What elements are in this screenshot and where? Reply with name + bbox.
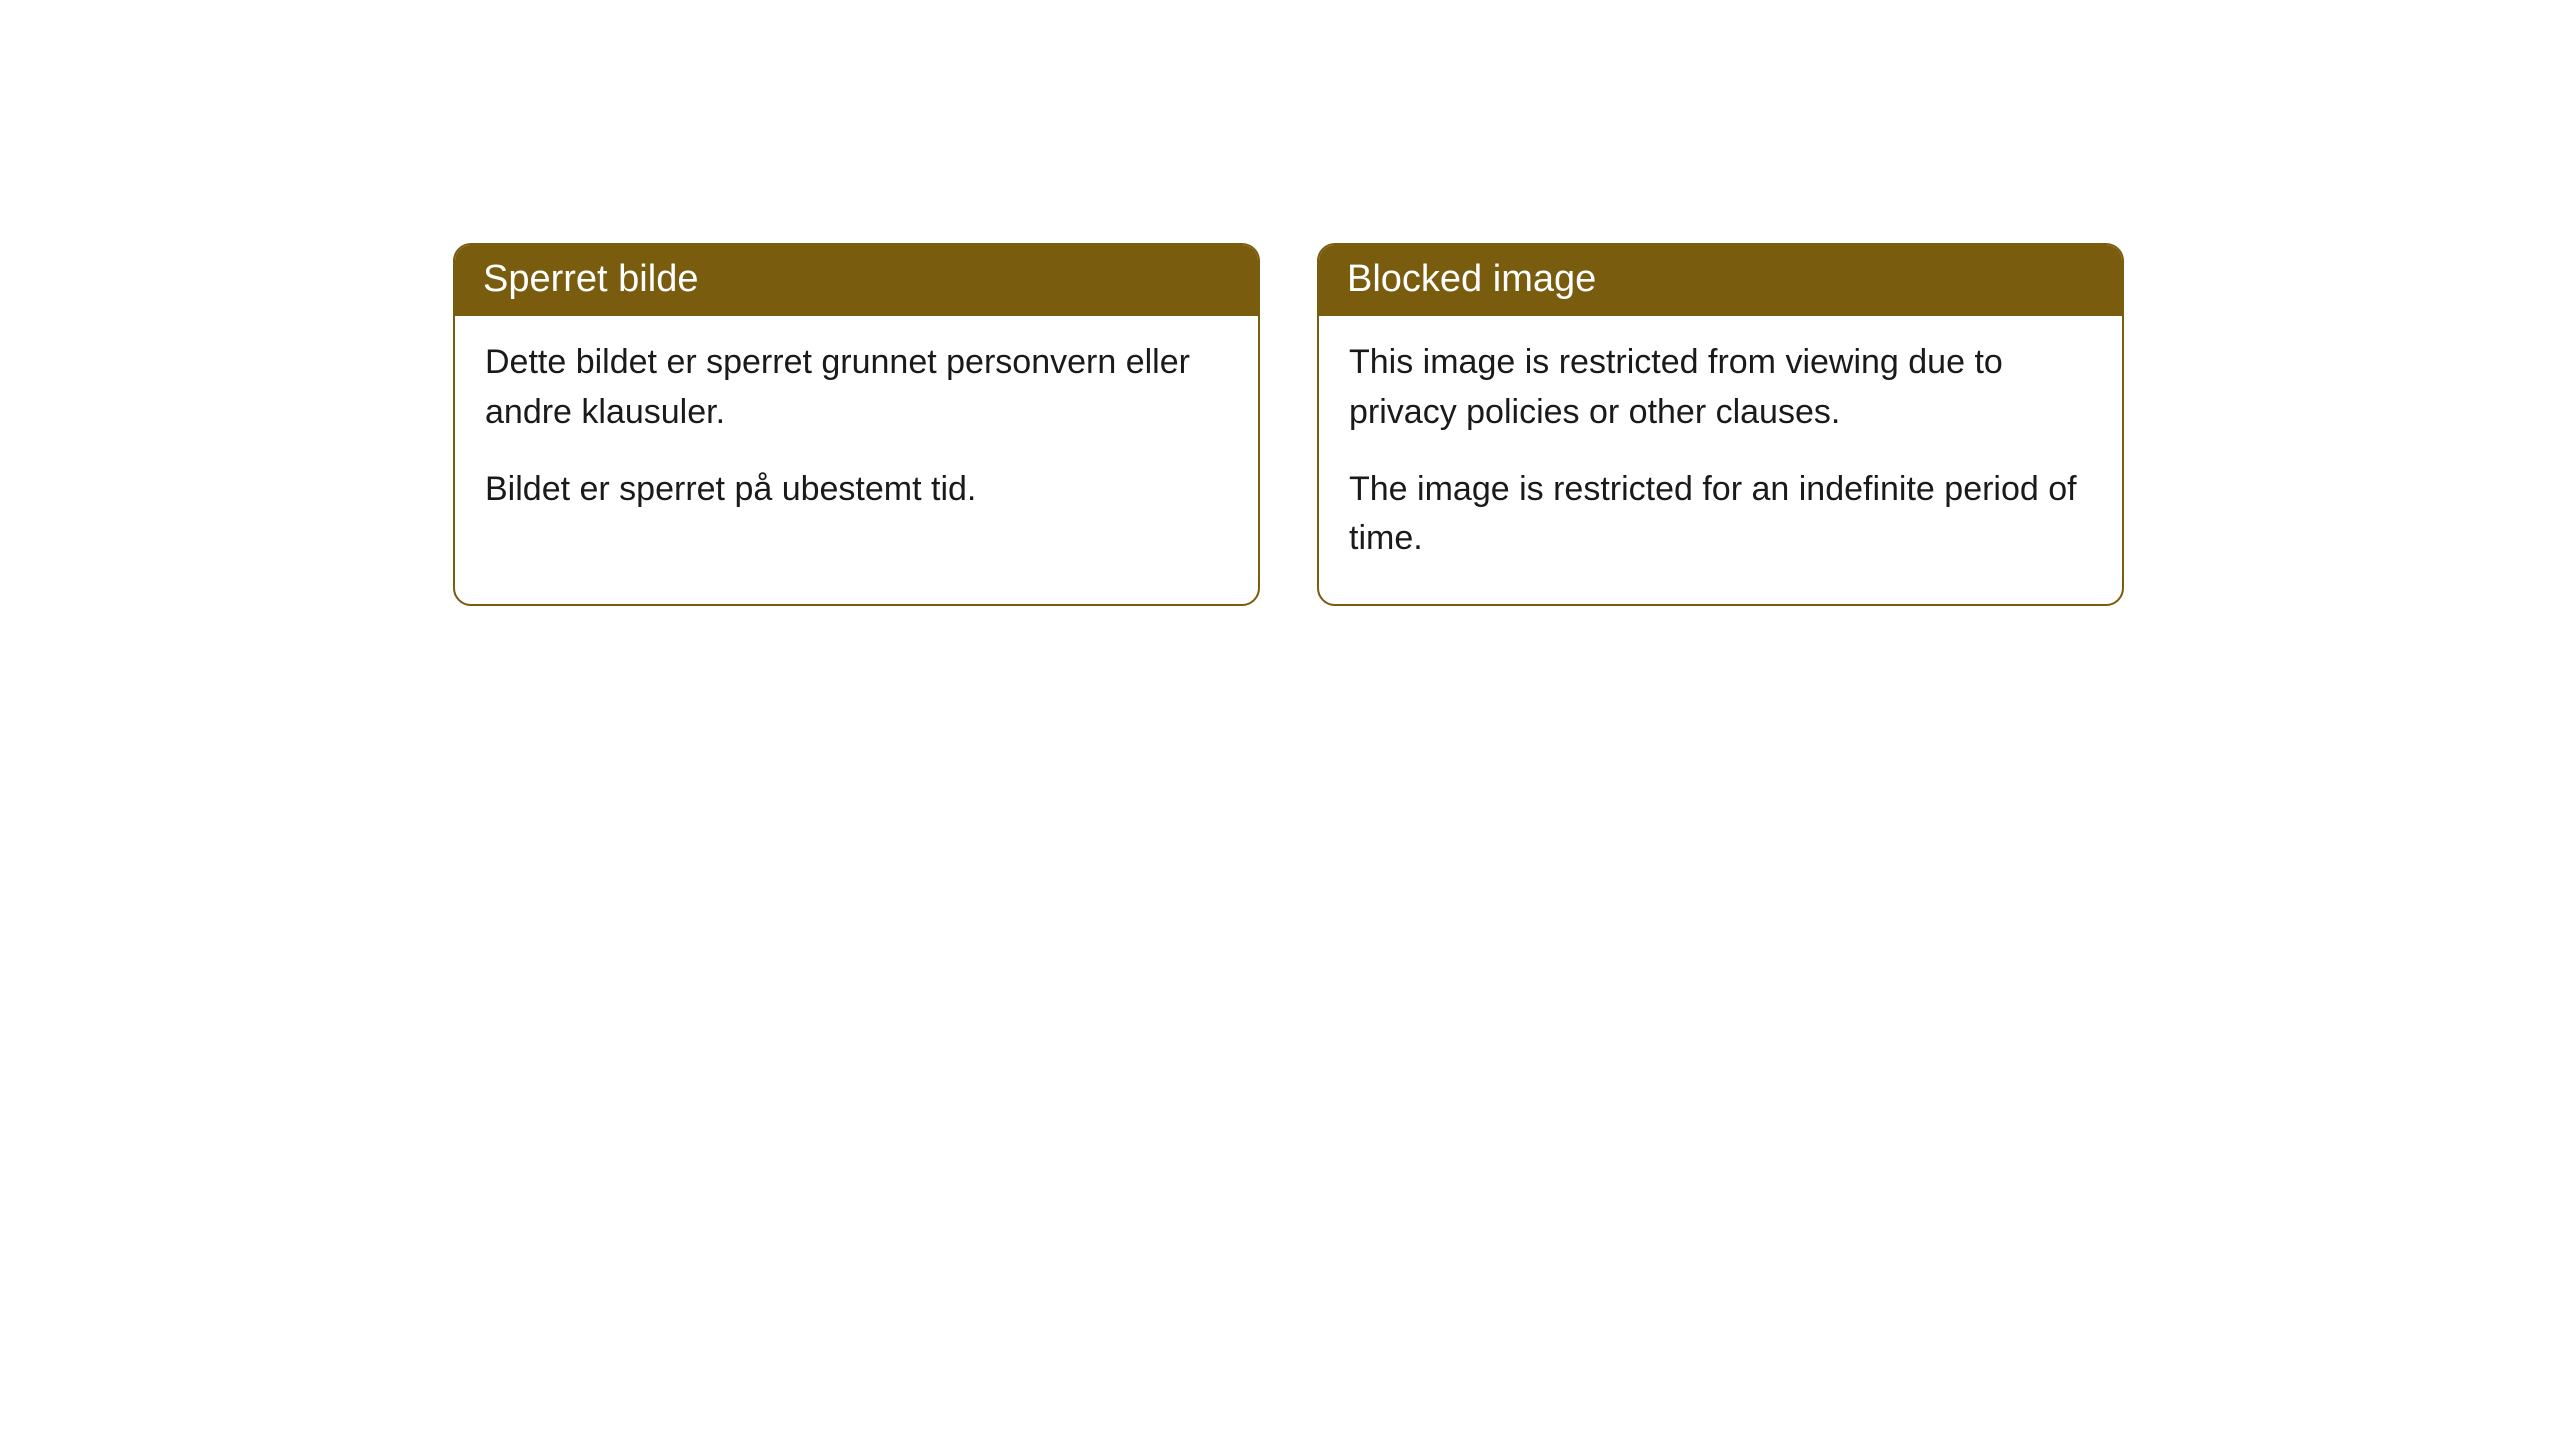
notice-card-english: Blocked image This image is restricted f… bbox=[1317, 243, 2124, 606]
card-paragraph: The image is restricted for an indefinit… bbox=[1349, 465, 2092, 564]
card-paragraph: This image is restricted from viewing du… bbox=[1349, 338, 2092, 437]
notice-card-norwegian: Sperret bilde Dette bildet er sperret gr… bbox=[453, 243, 1260, 606]
card-body: Dette bildet er sperret grunnet personve… bbox=[455, 316, 1258, 554]
notice-cards-container: Sperret bilde Dette bildet er sperret gr… bbox=[453, 243, 2560, 606]
card-paragraph: Bildet er sperret på ubestemt tid. bbox=[485, 465, 1228, 514]
card-title: Blocked image bbox=[1319, 245, 2122, 316]
card-paragraph: Dette bildet er sperret grunnet personve… bbox=[485, 338, 1228, 437]
card-title: Sperret bilde bbox=[455, 245, 1258, 316]
card-body: This image is restricted from viewing du… bbox=[1319, 316, 2122, 603]
